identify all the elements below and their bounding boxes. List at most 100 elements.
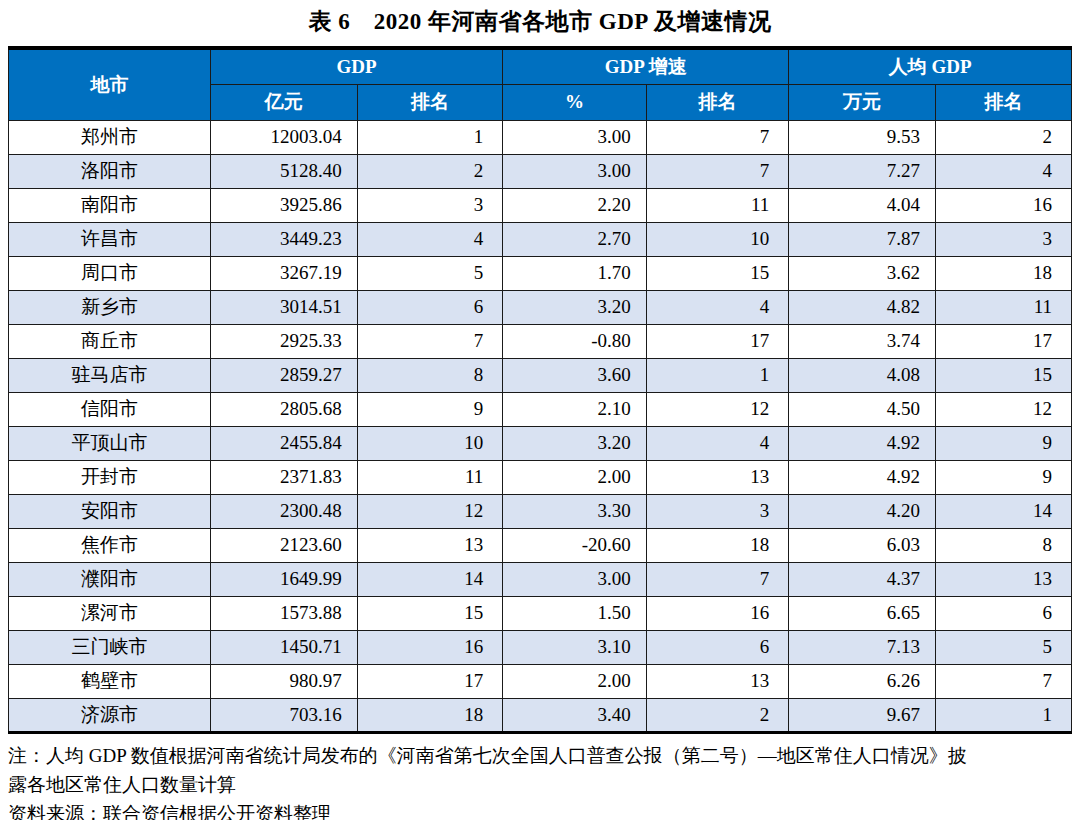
table-row: 新乡市 3014.51 6 3.20 4 4.82 11 [9, 290, 1072, 324]
table-row: 漯河市 1573.88 15 1.50 16 6.65 6 [9, 596, 1072, 630]
percapita-rank-cell: 9 [935, 460, 1071, 494]
gdp-value-cell: 12003.04 [210, 120, 357, 154]
table-row: 周口市 3267.19 5 1.70 15 3.62 18 [9, 256, 1072, 290]
header-growth-rank: 排名 [646, 84, 788, 120]
percapita-value-cell: 6.65 [789, 596, 936, 630]
gdp-value-cell: 2371.83 [210, 460, 357, 494]
gdp-value-cell: 703.16 [210, 698, 357, 732]
city-cell: 郑州市 [9, 120, 211, 154]
percapita-value-cell: 4.92 [789, 460, 936, 494]
header-gdp-unit: 亿元 [210, 84, 357, 120]
gdp-value-cell: 2925.33 [210, 324, 357, 358]
growth-value-cell: 2.20 [503, 188, 647, 222]
growth-rank-cell: 4 [646, 426, 788, 460]
growth-rank-cell: 1 [646, 358, 788, 392]
gdp-rank-cell: 9 [357, 392, 503, 426]
percapita-rank-cell: 2 [935, 120, 1071, 154]
city-cell: 安阳市 [9, 494, 211, 528]
percapita-value-cell: 7.13 [789, 630, 936, 664]
header-city: 地市 [9, 48, 211, 120]
growth-value-cell: 3.00 [503, 154, 647, 188]
city-cell: 漯河市 [9, 596, 211, 630]
city-cell: 洛阳市 [9, 154, 211, 188]
table-title: 表 6 2020 年河南省各地市 GDP 及增速情况 [8, 6, 1072, 37]
note-line-3: 资料来源：联合资信根据公开资料整理 [8, 799, 1072, 820]
percapita-value-cell: 7.87 [789, 222, 936, 256]
gdp-rank-cell: 13 [357, 528, 503, 562]
city-cell: 平顶山市 [9, 426, 211, 460]
percapita-rank-cell: 11 [935, 290, 1071, 324]
percapita-rank-cell: 6 [935, 596, 1071, 630]
growth-value-cell: 2.70 [503, 222, 647, 256]
percapita-rank-cell: 15 [935, 358, 1071, 392]
growth-value-cell: 1.50 [503, 596, 647, 630]
gdp-rank-cell: 16 [357, 630, 503, 664]
table-row: 三门峡市 1450.71 16 3.10 6 7.13 5 [9, 630, 1072, 664]
percapita-value-cell: 4.08 [789, 358, 936, 392]
percapita-rank-cell: 17 [935, 324, 1071, 358]
gdp-rank-cell: 10 [357, 426, 503, 460]
growth-value-cell: 3.40 [503, 698, 647, 732]
gdp-rank-cell: 1 [357, 120, 503, 154]
city-cell: 三门峡市 [9, 630, 211, 664]
growth-rank-cell: 7 [646, 154, 788, 188]
table-row: 驻马店市 2859.27 8 3.60 1 4.08 15 [9, 358, 1072, 392]
growth-rank-cell: 13 [646, 664, 788, 698]
growth-value-cell: 3.60 [503, 358, 647, 392]
header-gdp-rank: 排名 [357, 84, 503, 120]
city-cell: 焦作市 [9, 528, 211, 562]
percapita-value-cell: 6.26 [789, 664, 936, 698]
gdp-rank-cell: 14 [357, 562, 503, 596]
percapita-value-cell: 3.62 [789, 256, 936, 290]
gdp-value-cell: 2859.27 [210, 358, 357, 392]
percapita-value-cell: 9.53 [789, 120, 936, 154]
gdp-value-cell: 1573.88 [210, 596, 357, 630]
growth-rank-cell: 6 [646, 630, 788, 664]
percapita-rank-cell: 9 [935, 426, 1071, 460]
growth-rank-cell: 15 [646, 256, 788, 290]
header-group-row: 地市 GDP GDP 增速 人均 GDP [9, 48, 1072, 84]
percapita-rank-cell: 14 [935, 494, 1071, 528]
percapita-value-cell: 4.20 [789, 494, 936, 528]
growth-rank-cell: 7 [646, 562, 788, 596]
gdp-value-cell: 1450.71 [210, 630, 357, 664]
growth-value-cell: -0.80 [503, 324, 647, 358]
percapita-value-cell: 4.04 [789, 188, 936, 222]
percapita-rank-cell: 16 [935, 188, 1071, 222]
growth-value-cell: 3.20 [503, 426, 647, 460]
gdp-rank-cell: 2 [357, 154, 503, 188]
header-group-percapita: 人均 GDP [789, 48, 1072, 84]
gdp-value-cell: 3449.23 [210, 222, 357, 256]
table-row: 濮阳市 1649.99 14 3.00 7 4.37 13 [9, 562, 1072, 596]
growth-value-cell: 3.00 [503, 120, 647, 154]
growth-value-cell: 2.10 [503, 392, 647, 426]
header-percapita-rank: 排名 [935, 84, 1071, 120]
gdp-rank-cell: 7 [357, 324, 503, 358]
growth-value-cell: 3.20 [503, 290, 647, 324]
percapita-rank-cell: 4 [935, 154, 1071, 188]
table-row: 鹤壁市 980.97 17 2.00 13 6.26 7 [9, 664, 1072, 698]
growth-rank-cell: 12 [646, 392, 788, 426]
percapita-value-cell: 4.37 [789, 562, 936, 596]
gdp-rank-cell: 3 [357, 188, 503, 222]
growth-value-cell: 2.00 [503, 460, 647, 494]
header-growth-unit: % [503, 84, 647, 120]
growth-rank-cell: 11 [646, 188, 788, 222]
city-cell: 开封市 [9, 460, 211, 494]
percapita-rank-cell: 3 [935, 222, 1071, 256]
table-notes: 注：人均 GDP 数值根据河南省统计局发布的《河南省第七次全国人口普查公报（第二… [8, 741, 1072, 820]
header-group-gdp: GDP [210, 48, 502, 84]
header-group-growth: GDP 增速 [503, 48, 789, 84]
percapita-rank-cell: 12 [935, 392, 1071, 426]
growth-value-cell: 2.00 [503, 664, 647, 698]
growth-rank-cell: 10 [646, 222, 788, 256]
city-cell: 驻马店市 [9, 358, 211, 392]
gdp-rank-cell: 6 [357, 290, 503, 324]
city-cell: 鹤壁市 [9, 664, 211, 698]
table-row: 安阳市 2300.48 12 3.30 3 4.20 14 [9, 494, 1072, 528]
percapita-value-cell: 4.50 [789, 392, 936, 426]
gdp-value-cell: 3267.19 [210, 256, 357, 290]
growth-value-cell: -20.60 [503, 528, 647, 562]
table-row: 开封市 2371.83 11 2.00 13 4.92 9 [9, 460, 1072, 494]
city-cell: 济源市 [9, 698, 211, 732]
